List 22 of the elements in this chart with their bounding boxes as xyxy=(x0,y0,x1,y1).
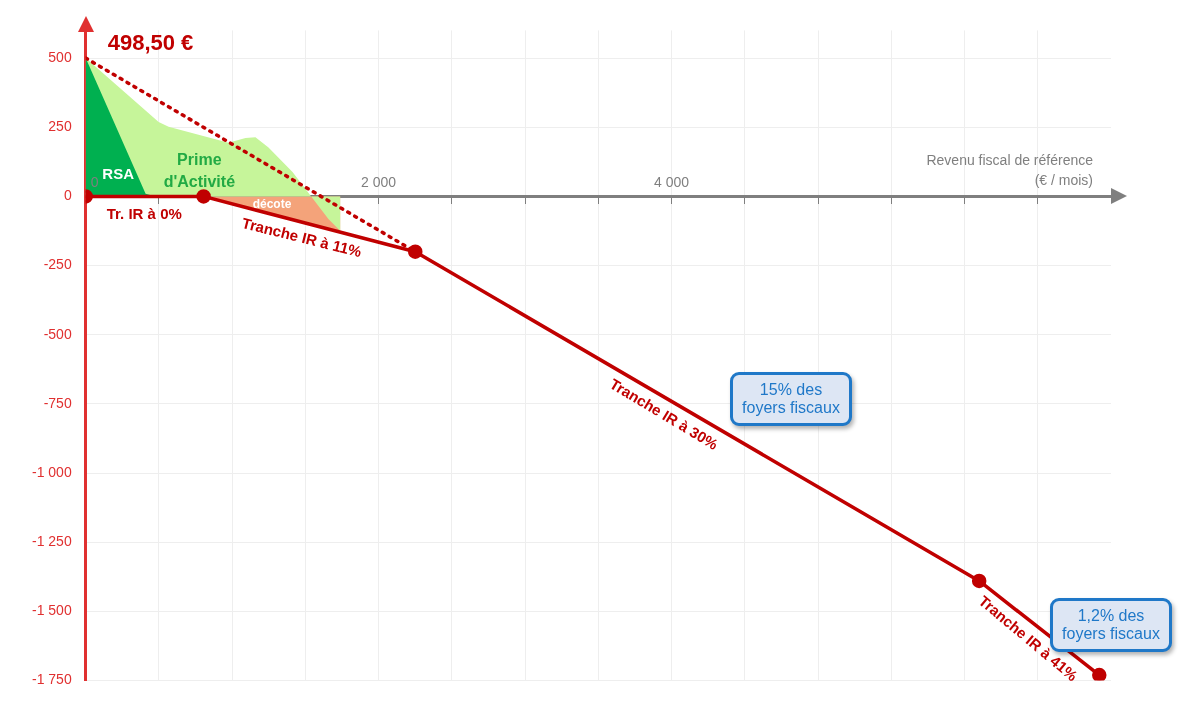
x-tick-label: 4 000 xyxy=(654,174,690,191)
series-label: décote xyxy=(252,197,292,212)
annotation: Tr. IR à 0% xyxy=(106,204,182,222)
y-tick-label: -1 750 xyxy=(31,671,72,688)
y-tick-label: -1 000 xyxy=(31,463,72,480)
x-axis-title: Revenu fiscal de référence (€ / mois) xyxy=(926,152,1094,189)
y-tick-label: 0 xyxy=(63,187,72,204)
y-tick-label: -500 xyxy=(43,325,72,342)
y-tick-label: -1 250 xyxy=(31,533,72,550)
y-tick-label: -750 xyxy=(43,394,72,411)
annotation: Tranche IR à 11% xyxy=(240,214,364,261)
y-tick-label: -1 500 xyxy=(31,602,72,619)
annotation: 15% des foyers fiscaux xyxy=(730,372,852,426)
series-label: RSA xyxy=(102,165,135,183)
annotation: 1,2% des foyers fiscaux xyxy=(1050,598,1172,652)
y-tick-label: 500 xyxy=(48,48,72,65)
x-tick-label: 2 000 xyxy=(361,174,397,191)
annotation: 498,50 € xyxy=(107,30,194,56)
y-tick-label: -250 xyxy=(43,256,72,273)
y-tick-label: 250 xyxy=(48,118,72,135)
series-label: Prime d'Activité xyxy=(163,151,236,191)
x-tick-label: 0 xyxy=(90,174,99,191)
